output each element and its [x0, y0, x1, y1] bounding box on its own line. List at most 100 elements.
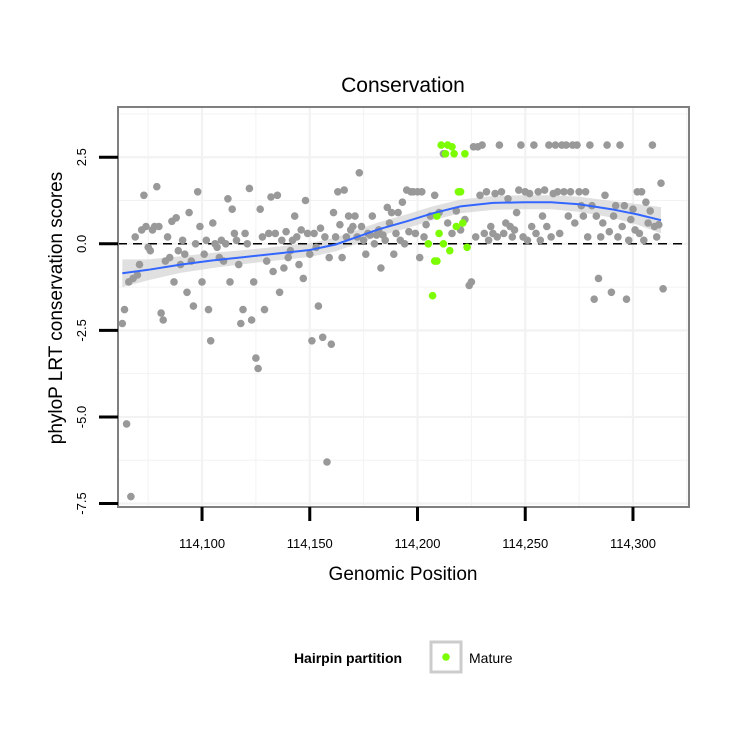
data-point — [387, 208, 396, 217]
data-point — [331, 233, 340, 241]
data-point-mature — [441, 150, 450, 158]
data-point — [491, 189, 499, 198]
data-point — [482, 188, 491, 196]
data-point — [644, 219, 652, 227]
data-point — [527, 222, 536, 231]
data-point — [657, 179, 665, 187]
data-point — [153, 182, 161, 191]
data-point — [170, 278, 178, 286]
data-point — [297, 226, 306, 234]
data-point — [499, 229, 508, 238]
data-point — [245, 184, 254, 193]
data-point — [547, 233, 555, 241]
data-point — [282, 227, 290, 236]
data-point — [418, 188, 426, 196]
data-point — [573, 141, 581, 149]
data-point — [517, 141, 525, 149]
data-point — [318, 333, 327, 342]
data-point — [467, 278, 476, 286]
data-point — [278, 236, 286, 245]
smooth-confidence-band — [122, 195, 662, 288]
data-point — [497, 188, 506, 196]
data-point — [178, 236, 187, 245]
data-point — [422, 220, 430, 229]
y-tick-label: -5.0 — [74, 406, 89, 428]
smooth-line — [122, 201, 662, 275]
data-point — [135, 260, 144, 269]
data-point — [525, 189, 534, 198]
data-point — [334, 188, 342, 196]
data-point — [368, 212, 377, 220]
data-point-mature — [450, 150, 458, 158]
data-point — [508, 233, 517, 241]
data-point — [452, 207, 461, 215]
data-point — [575, 188, 583, 196]
data-point — [400, 240, 409, 248]
data-point — [181, 250, 189, 258]
data-point — [560, 188, 568, 196]
data-point — [237, 319, 245, 328]
data-point — [495, 141, 504, 149]
x-tick-label: 114,250 — [502, 536, 548, 551]
data-point — [392, 229, 400, 238]
data-point — [616, 141, 624, 149]
x-tick-label: 114,150 — [287, 536, 333, 551]
data-point — [306, 250, 314, 258]
data-point — [120, 305, 129, 314]
data-point — [329, 208, 338, 217]
data-point — [193, 188, 202, 196]
data-point — [478, 141, 486, 149]
legend-title: Hairpin partition — [294, 650, 402, 666]
data-point — [622, 295, 631, 304]
data-point — [273, 191, 282, 200]
data-point — [198, 278, 206, 286]
data-point — [267, 193, 275, 201]
data-point — [390, 250, 398, 258]
data-point — [157, 309, 165, 317]
data-point — [142, 222, 150, 231]
loess-smooth-line — [122, 201, 662, 275]
data-point — [532, 229, 540, 238]
data-point — [543, 222, 551, 231]
data-point — [551, 141, 560, 149]
x-tick-label: 114,200 — [394, 536, 440, 551]
data-point — [627, 215, 635, 224]
data-point — [648, 141, 657, 149]
data-point — [336, 220, 344, 229]
data-point — [594, 274, 603, 283]
data-point — [299, 274, 308, 283]
data-point — [555, 229, 564, 238]
data-point — [340, 186, 349, 194]
chart-title: Conservation — [341, 74, 465, 97]
plot-panel — [118, 107, 689, 507]
data-point — [430, 191, 439, 200]
data-point — [642, 198, 650, 206]
data-point — [122, 420, 131, 428]
data-point — [209, 219, 217, 227]
data-point — [165, 253, 174, 262]
data-point — [545, 141, 553, 149]
data-point — [487, 222, 495, 231]
data-point — [618, 222, 626, 231]
data-point — [196, 222, 204, 231]
data-point — [659, 285, 667, 293]
data-point — [394, 208, 402, 217]
data-point — [213, 243, 221, 252]
data-point — [338, 253, 346, 262]
data-point — [586, 141, 594, 149]
data-point — [191, 240, 200, 248]
data-point — [256, 205, 265, 213]
data-point — [355, 169, 364, 177]
data-point — [183, 288, 191, 297]
data-point-mature — [461, 150, 469, 158]
grid — [118, 107, 689, 507]
data-point — [204, 305, 213, 314]
y-tick-label: 0.0 — [74, 235, 89, 253]
data-point — [655, 220, 663, 229]
data-point-mature — [437, 141, 446, 149]
data-point — [308, 337, 316, 345]
data-point — [206, 337, 215, 345]
data-point — [342, 233, 351, 241]
data-point — [579, 212, 588, 220]
legend: Hairpin partition Mature — [294, 640, 513, 674]
